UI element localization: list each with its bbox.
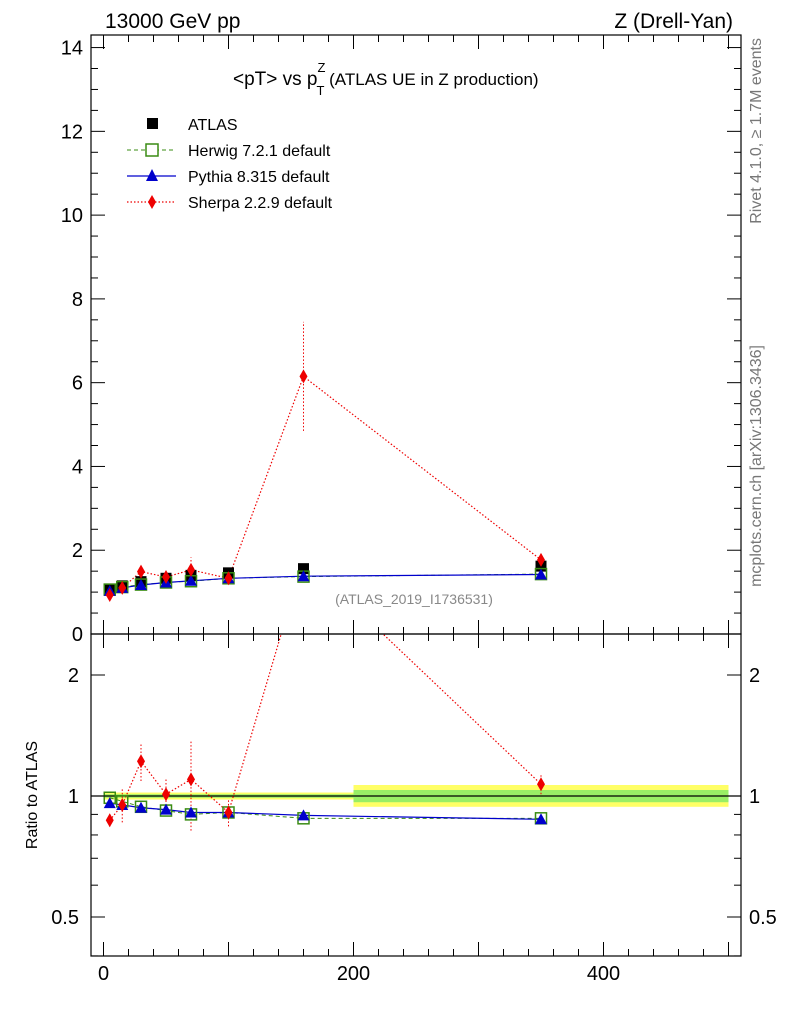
ratio-xtick-label: 400 bbox=[587, 963, 620, 985]
ratio-pythia-point bbox=[297, 809, 310, 821]
ratio-pythia-point bbox=[135, 801, 147, 813]
svg-text:Pythia 8.315 default: Pythia 8.315 default bbox=[188, 169, 330, 186]
main-ytick-label: 10 bbox=[61, 205, 83, 227]
main-ytick-label: 14 bbox=[61, 38, 83, 60]
ratio-ytick-label: 0.5 bbox=[51, 907, 79, 929]
pythia-point bbox=[297, 570, 310, 582]
header-right: Z (Drell-Yan) bbox=[614, 10, 733, 33]
ratio-frame bbox=[90, 633, 742, 957]
pythia-point bbox=[185, 574, 197, 586]
sherpa-point bbox=[537, 552, 545, 567]
ratio-xtick-label: 200 bbox=[337, 963, 370, 985]
ratio-pythia-point bbox=[535, 813, 547, 825]
sherpa-point bbox=[187, 562, 195, 577]
ratio-pythia-point bbox=[160, 803, 172, 815]
ratio-sherpa-point bbox=[105, 813, 114, 828]
mcplots-label: mcplots.cern.ch [arXiv:1306.3436] bbox=[748, 345, 765, 587]
ratio-ytick-label-right: 1 bbox=[749, 786, 760, 808]
ratio-sherpa-point bbox=[537, 777, 545, 792]
ratio-ytick-label-right: 2 bbox=[749, 665, 760, 687]
ratio-ytick-label: 1 bbox=[68, 786, 79, 808]
ratio-ytick-label-right: 0.5 bbox=[749, 907, 777, 929]
ratio-sherpa-point bbox=[162, 787, 170, 802]
ratio-sherpa-point bbox=[187, 772, 195, 787]
ratio-ytick-label: 2 bbox=[68, 665, 79, 687]
sherpa-point bbox=[224, 571, 233, 586]
main-ytick-label: 8 bbox=[72, 289, 83, 311]
sherpa-point bbox=[105, 588, 114, 603]
legend-pythia: Pythia 8.315 default bbox=[127, 169, 330, 186]
main-ytick-label: 4 bbox=[72, 456, 83, 478]
main-ytick-label: 6 bbox=[72, 373, 83, 395]
sherpa-point bbox=[137, 564, 145, 579]
main-ytick-label: 2 bbox=[72, 540, 83, 562]
ratio-pythia-point bbox=[103, 797, 116, 809]
ratio-herwig-line bbox=[109, 797, 541, 819]
ratio-sherpa-line bbox=[109, 634, 542, 821]
svg-text:Herwig 7.2.1 default: Herwig 7.2.1 default bbox=[188, 143, 331, 160]
ratio-xtick-label: 0 bbox=[98, 963, 109, 985]
rivet-label: Rivet 4.1.0, ≥ 1.7M events bbox=[748, 38, 765, 224]
main-ytick-label: 12 bbox=[61, 121, 83, 143]
ratio-sherpa-point bbox=[118, 797, 127, 812]
sherpa-line bbox=[109, 375, 542, 596]
atlas-point bbox=[298, 563, 309, 575]
legend-atlas: ATLAS bbox=[147, 117, 238, 134]
pythia-point bbox=[135, 578, 147, 590]
plot-title: <pT> vs pZ T (ATLAS UE in Z production) bbox=[233, 60, 539, 98]
ratio-sherpa-point bbox=[224, 805, 233, 820]
sherpa-point bbox=[299, 369, 308, 384]
ratio-ylabel: Ratio to ATLAS bbox=[24, 741, 41, 849]
svg-text:ATLAS: ATLAS bbox=[188, 117, 238, 134]
pythia-line bbox=[109, 573, 542, 592]
legend: ATLAS Herwig 7.2.1 default Pythia 8.315 … bbox=[127, 117, 333, 212]
svg-text:Sherpa 2.2.9 default: Sherpa 2.2.9 default bbox=[188, 195, 333, 212]
header-left: 13000 GeV pp bbox=[105, 10, 240, 33]
legend-sherpa: Sherpa 2.2.9 default bbox=[127, 195, 333, 212]
ratio-sherpa-point bbox=[137, 754, 145, 769]
pythia-point bbox=[535, 568, 547, 580]
ratio-pythia-point bbox=[185, 806, 197, 818]
sherpa-point bbox=[118, 580, 127, 595]
legend-herwig: Herwig 7.2.1 default bbox=[127, 143, 331, 160]
sherpa-point bbox=[162, 570, 170, 585]
analysis-id: (ATLAS_2019_I1736531) bbox=[335, 591, 493, 607]
main-ytick-label: 0 bbox=[72, 624, 83, 646]
